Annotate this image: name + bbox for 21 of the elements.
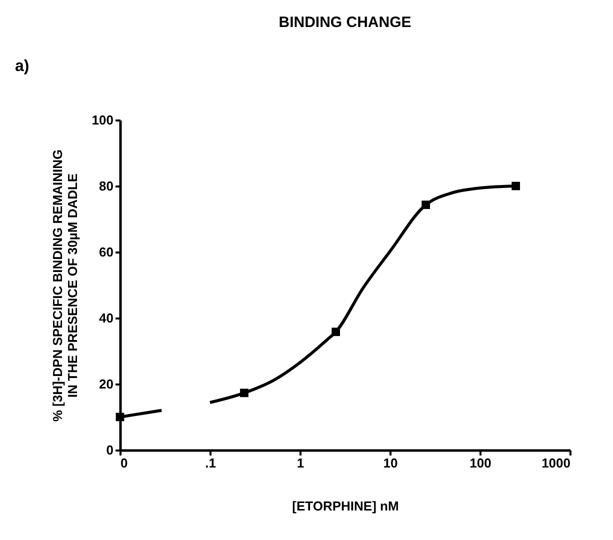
y-tick-label: 20 [99, 376, 114, 392]
x-tick-label: 1000 [542, 456, 570, 470]
y-tick-label: 100 [92, 112, 114, 128]
x-tick-label: .1 [205, 456, 216, 470]
y-tick-label: 60 [99, 244, 114, 260]
point [512, 182, 520, 190]
point [422, 200, 430, 209]
text: IN THE PRESENCE OF 30µM DADLE [64, 173, 80, 398]
chart-title: BINDING CHANGE [278, 14, 412, 31]
text: % [3H]-DPN SPECIFIC BINDING REMAINING [50, 149, 65, 422]
text: a) [15, 58, 30, 75]
x-axis-title: [ETORPHINE] nM [292, 498, 399, 514]
x-tick-label: 10 [383, 456, 398, 470]
point [240, 388, 248, 398]
x-tick-label: 1 [296, 456, 304, 470]
x-tick-label: 100 [470, 456, 492, 470]
y-tick-label: 0 [106, 442, 114, 458]
x-tick-label: 0 [120, 456, 128, 470]
y-tick-label: 40 [99, 310, 114, 326]
y-tick-label: 80 [99, 178, 114, 194]
point [332, 328, 340, 336]
